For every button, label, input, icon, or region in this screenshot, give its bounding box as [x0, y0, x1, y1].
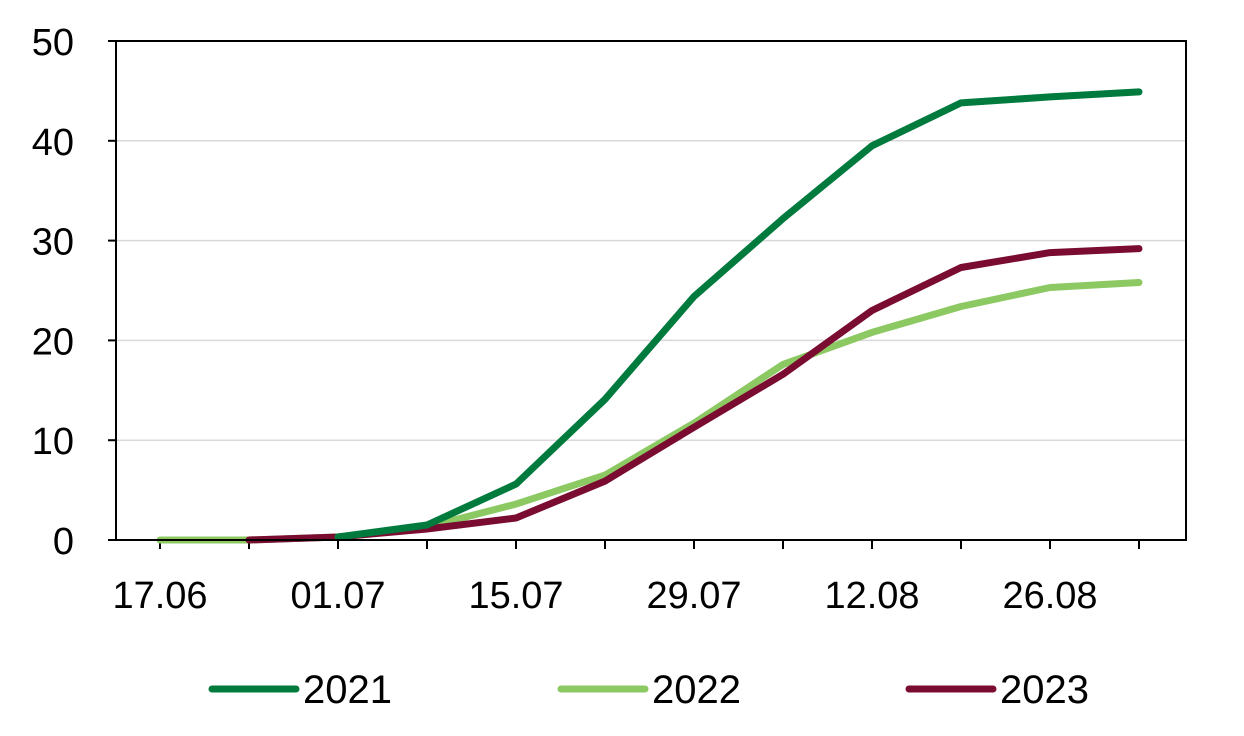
y-tick-label: 20	[32, 321, 74, 363]
x-tick-label: 29.07	[646, 575, 741, 617]
x-tick-label: 01.07	[290, 575, 385, 617]
y-tick-label: 50	[32, 22, 74, 64]
y-axis-ticks: 0 10 20 30 40 50	[32, 22, 116, 563]
x-tick-label: 26.08	[1002, 575, 1097, 617]
legend-label-2022: 2022	[652, 668, 741, 712]
y-tick-label: 40	[32, 122, 74, 164]
x-tick-label: 15.07	[468, 575, 563, 617]
y-tick-label: 30	[32, 222, 74, 264]
gridlines	[116, 140, 1186, 441]
legend: 2021 2022 2023	[208, 668, 1089, 712]
x-tick-label: 17.06	[112, 575, 207, 617]
legend-label-2023: 2023	[1000, 668, 1089, 712]
y-tick-label: 0	[53, 521, 74, 563]
legend-label-2021: 2021	[303, 668, 392, 712]
x-axis-ticks: 17.06 01.07 15.07 29.07 12.08 26.08	[112, 540, 1140, 617]
series-line-2021	[334, 88, 1143, 541]
plot-frame	[115, 40, 1187, 541]
series-line-2022	[156, 279, 1143, 544]
y-tick-label: 10	[32, 421, 74, 463]
x-tick-label: 12.08	[824, 575, 919, 617]
series-lines	[156, 88, 1143, 544]
